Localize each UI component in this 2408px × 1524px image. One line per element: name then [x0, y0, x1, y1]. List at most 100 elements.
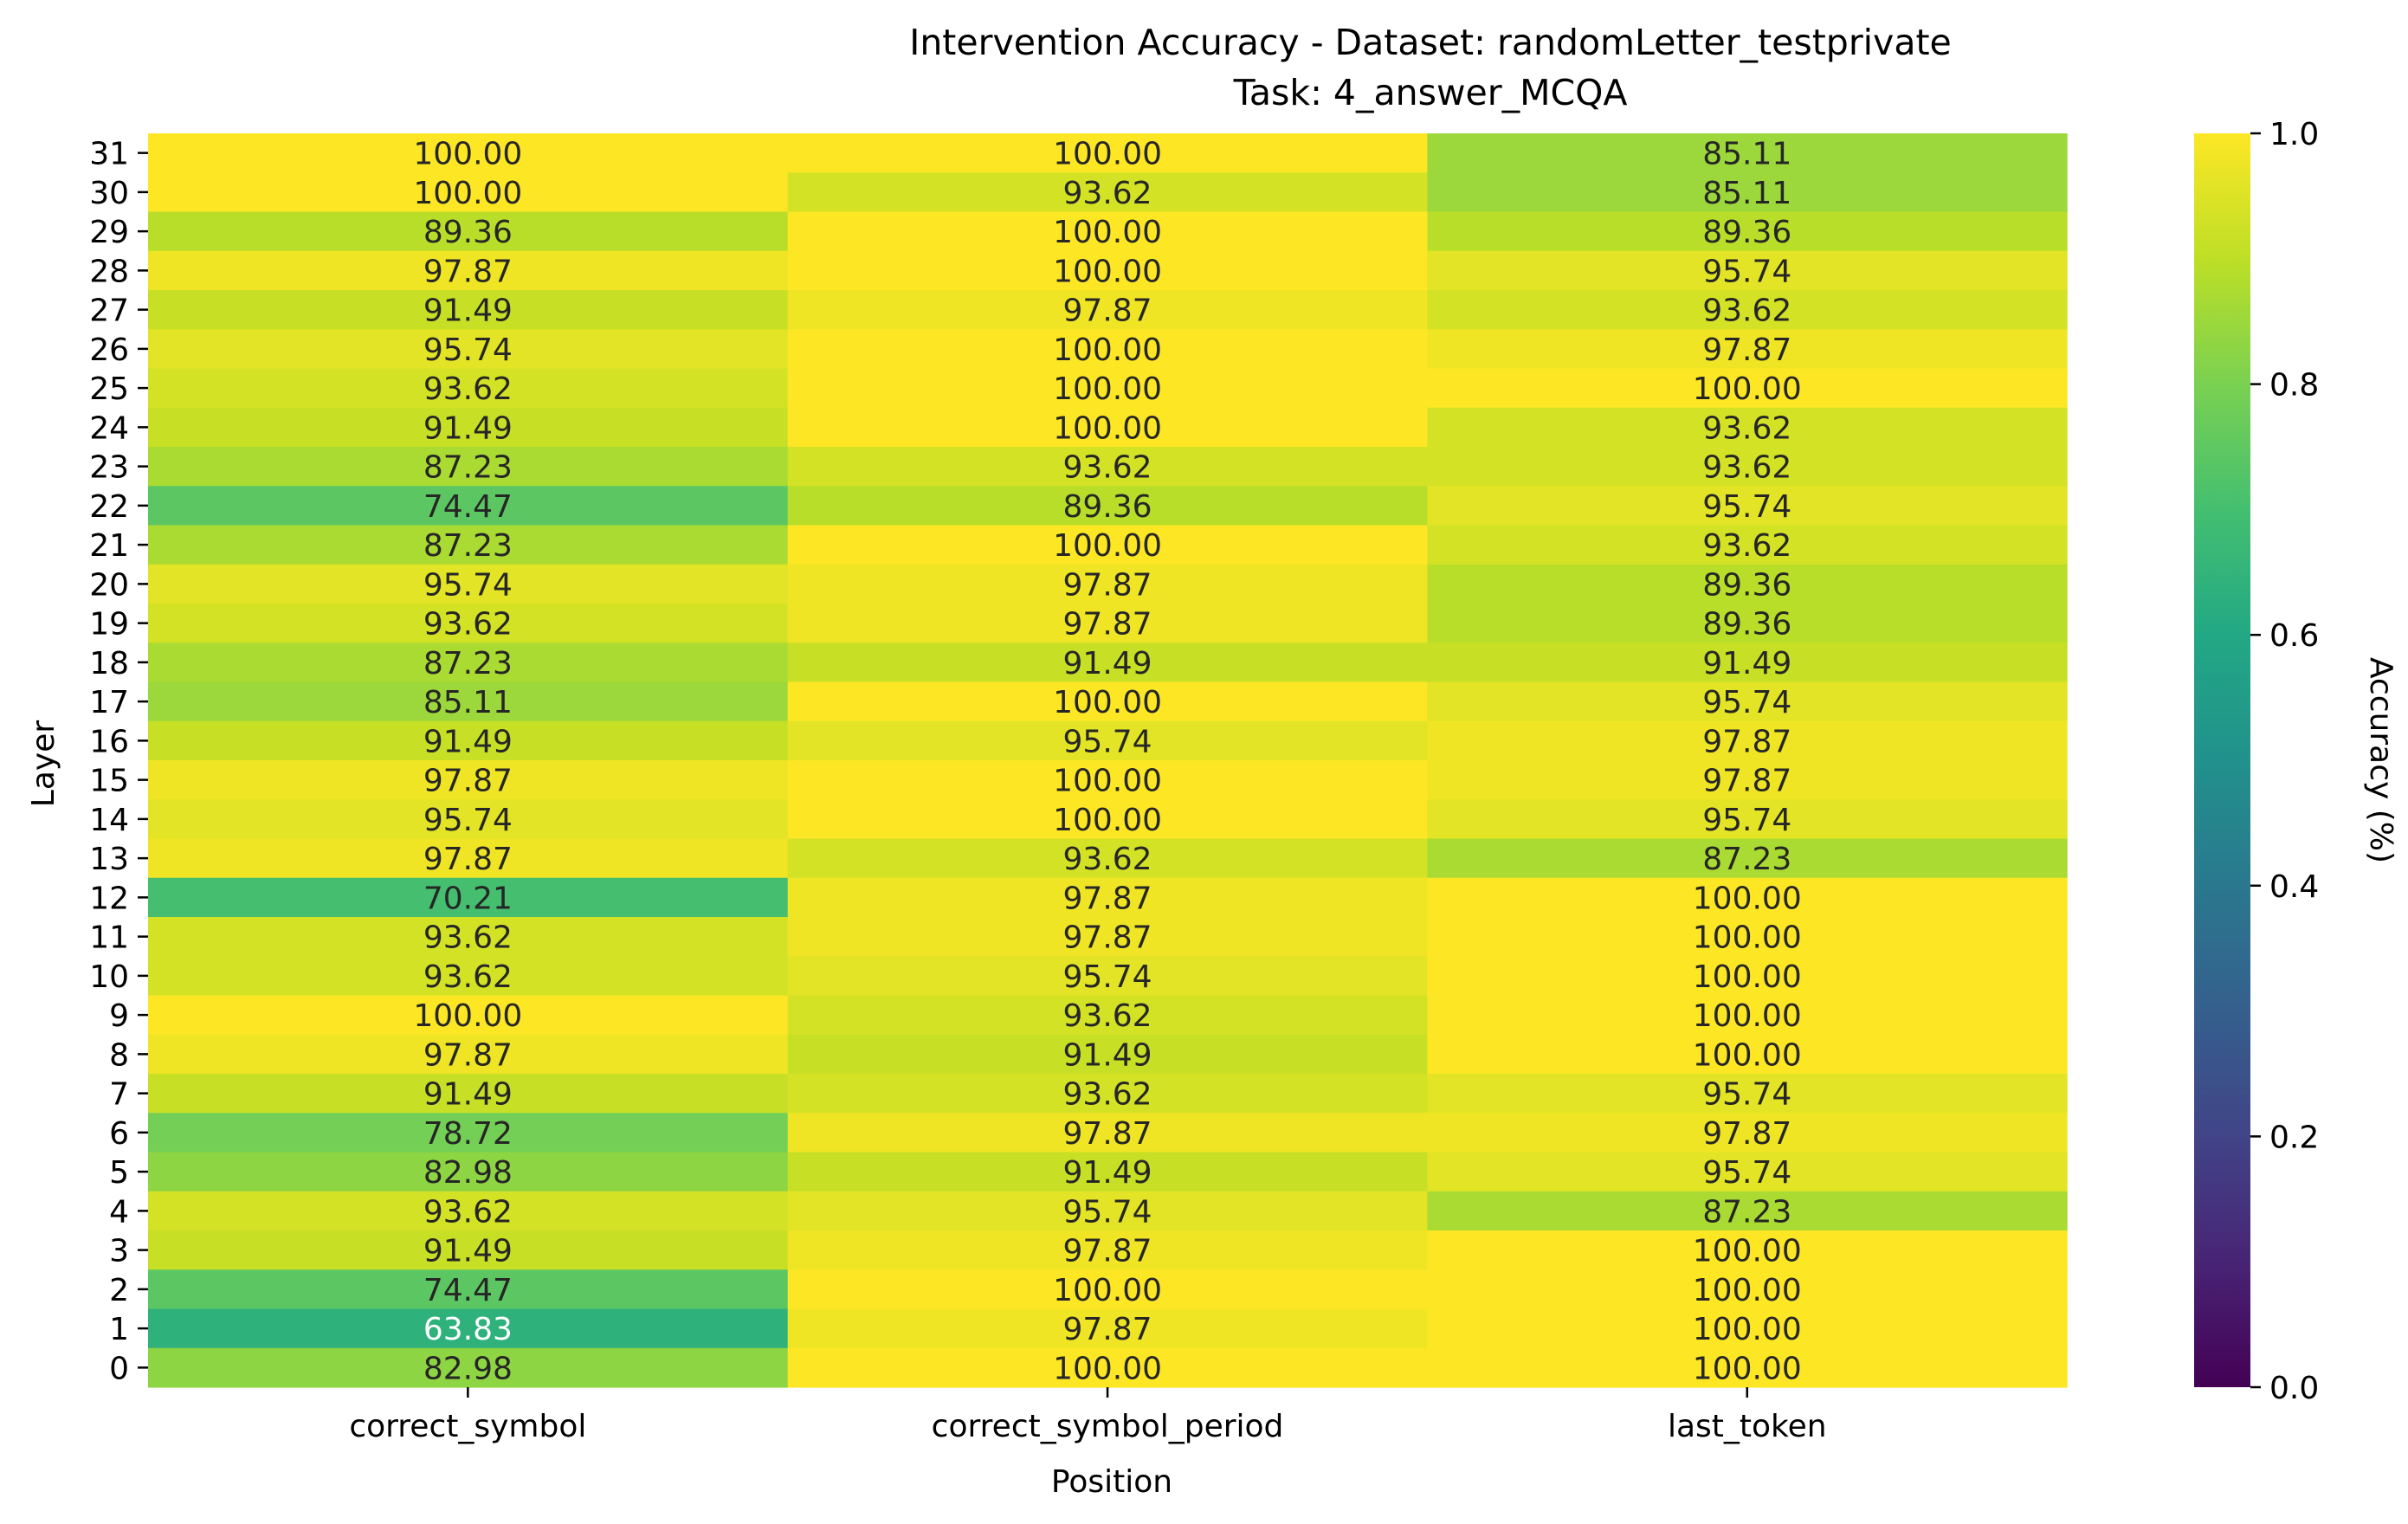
heatmap-cell-layer-24-correct_symbol_period [787, 407, 1428, 448]
cell-value-label: 93.62 [1063, 842, 1152, 877]
y-tick-label: 30 [89, 176, 129, 211]
y-tick-label: 28 [89, 254, 129, 289]
cell-value-label: 97.87 [423, 842, 513, 877]
cell-value-label: 95.74 [1702, 803, 1791, 838]
cell-value-label: 93.62 [1063, 450, 1152, 486]
y-tick-label: 0 [109, 1351, 129, 1386]
x-axis-ticks: correct_symbol correct_symbol_period last_… [349, 1387, 1827, 1444]
heatmap-cell-layer-8-last_token [1427, 1034, 2068, 1075]
y-tick-label: 16 [89, 724, 129, 759]
y-tick-label: 21 [89, 528, 129, 564]
cell-value-label: 100.00 [1053, 764, 1162, 799]
heatmap-cell-layer-26-correct_symbol [148, 329, 789, 370]
heatmap-cell-layer-1-last_token [1427, 1308, 2068, 1349]
heatmap-cell-layer-24-last_token [1427, 407, 2068, 448]
heatmap-cell-layer-4-last_token [1427, 1191, 2068, 1231]
cell-value-label: 87.23 [1702, 842, 1791, 877]
heatmap-cell-layer-15-last_token [1427, 760, 2068, 800]
heatmap-cell-layer-13-correct_symbol [148, 838, 789, 879]
cell-value-label: 91.49 [423, 410, 513, 446]
heatmap-cell-layer-7-correct_symbol_period [787, 1074, 1428, 1114]
cell-value-label: 93.62 [1702, 450, 1791, 486]
cell-value-label: 91.49 [1702, 646, 1791, 681]
cell-value-label: 93.62 [1063, 998, 1152, 1034]
cell-value-label: 82.98 [423, 1351, 513, 1386]
heatmap-cell-layer-26-last_token [1427, 329, 2068, 370]
cell-value-label: 97.87 [1702, 1116, 1791, 1152]
heatmap-cell-layer-22-correct_symbol_period [787, 486, 1428, 526]
heatmap-cell-layer-6-correct_symbol_period [787, 1113, 1428, 1153]
heatmap-cell-layer-1-correct_symbol_period [787, 1308, 1428, 1349]
heatmap-cell-layer-29-correct_symbol_period [787, 211, 1428, 252]
cell-value-label: 85.11 [1702, 176, 1791, 211]
heatmap-cell-layer-29-last_token [1427, 211, 2068, 252]
y-tick-label: 14 [89, 803, 129, 838]
y-tick-label: 4 [109, 1194, 129, 1230]
heatmap-cell-layer-8-correct_symbol_period [787, 1034, 1428, 1075]
colorbar-label: Accuracy (%) [2363, 657, 2398, 863]
y-tick-label: 5 [109, 1155, 129, 1191]
cell-value-label: 93.62 [1063, 1077, 1152, 1113]
y-tick-label: 26 [89, 333, 129, 368]
y-tick-label: 8 [109, 1037, 129, 1073]
heatmap-cell-layer-4-correct_symbol [148, 1191, 789, 1231]
cell-value-label: 97.87 [423, 764, 513, 799]
heatmap-cell-layer-3-correct_symbol [148, 1230, 789, 1270]
heatmap-cell-layer-12-last_token [1427, 877, 2068, 918]
y-tick-label: 10 [89, 959, 129, 995]
cell-value-label: 100.00 [1053, 685, 1162, 720]
heatmap-cell-layer-10-correct_symbol [148, 956, 789, 997]
y-tick-label: 25 [89, 371, 129, 407]
heatmap-cell-layer-1-correct_symbol [148, 1308, 789, 1349]
heatmap-cell-layer-10-last_token [1427, 956, 2068, 997]
heatmap-cell-layer-24-correct_symbol [148, 407, 789, 448]
cell-value-label: 97.87 [1063, 567, 1152, 603]
colorbar [2194, 133, 2250, 1387]
heatmap-cell-layer-8-correct_symbol [148, 1034, 789, 1075]
y-tick-label: 18 [89, 646, 129, 681]
heatmap-cell-layer-3-last_token [1427, 1230, 2068, 1270]
x-tick-label: correct_symbol_period [932, 1409, 1284, 1444]
y-tick-label: 3 [109, 1234, 129, 1269]
heatmap-cell-layer-25-correct_symbol_period [787, 368, 1428, 409]
cell-value-label: 87.23 [423, 528, 513, 564]
cell-value-label: 100.00 [1693, 1351, 1802, 1386]
cell-value-label: 97.87 [423, 254, 513, 289]
cell-value-label: 100.00 [1693, 881, 1802, 916]
cell-value-label: 87.23 [423, 646, 513, 681]
y-tick-label: 27 [89, 294, 129, 329]
heatmap-cell-layer-2-correct_symbol_period [787, 1269, 1428, 1310]
cell-value-label: 78.72 [423, 1116, 513, 1152]
y-axis-label: Layer [26, 720, 61, 808]
cell-value-label: 95.74 [423, 333, 513, 368]
cell-value-label: 89.36 [1063, 489, 1152, 525]
chart-subtitle: Task: 4_answer_MCQA [1233, 72, 1628, 113]
x-tick-label: correct_symbol [349, 1409, 586, 1444]
heatmap-cell-layer-15-correct_symbol_period [787, 760, 1428, 800]
cell-value-label: 100.00 [1693, 1234, 1802, 1269]
heatmap-cell-layer-25-last_token [1427, 368, 2068, 409]
cell-value-label: 85.11 [1702, 137, 1791, 172]
cell-value-label: 82.98 [423, 1155, 513, 1191]
colorbar-tick-label: 0.6 [2269, 618, 2319, 654]
y-tick-label: 15 [89, 764, 129, 799]
cell-value-label: 100.00 [1053, 1351, 1162, 1386]
cell-value-label: 63.83 [423, 1312, 513, 1347]
heatmap-cell-layer-26-correct_symbol_period [787, 329, 1428, 370]
heatmap-cell-layer-14-last_token [1427, 799, 2068, 840]
cell-value-label: 100.00 [1693, 1273, 1802, 1308]
heatmap-cell-layer-16-last_token [1427, 720, 2068, 761]
cell-value-label: 97.87 [1063, 294, 1152, 329]
heatmap-cell-layer-9-correct_symbol_period [787, 995, 1428, 1036]
cell-value-label: 100.00 [1693, 920, 1802, 956]
heatmap-cell-layer-6-last_token [1427, 1113, 2068, 1153]
cell-value-label: 95.74 [1702, 489, 1791, 525]
cell-value-label: 100.00 [413, 998, 522, 1034]
heatmap-cell-layer-18-last_token [1427, 643, 2068, 683]
cell-value-label: 95.74 [1702, 1155, 1791, 1191]
heatmap-cell-layer-30-correct_symbol [148, 172, 789, 213]
cell-value-label: 91.49 [1063, 646, 1152, 681]
heatmap-cell-layer-20-last_token [1427, 564, 2068, 604]
cell-value-label: 91.49 [423, 724, 513, 759]
